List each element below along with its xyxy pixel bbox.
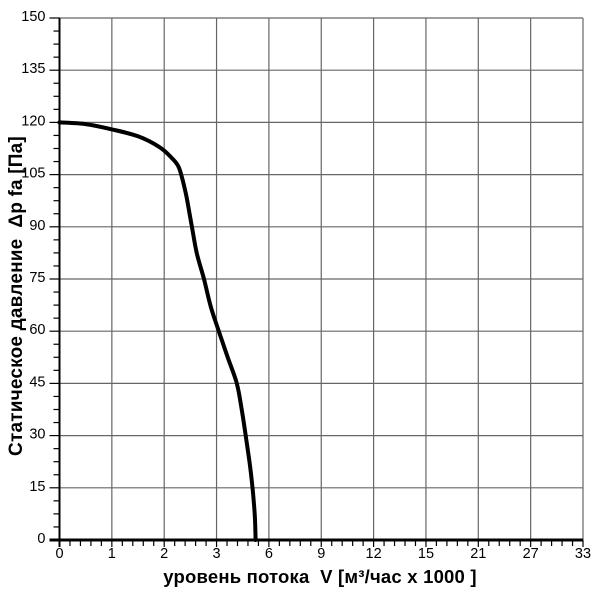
x-tick-label: 9 [317, 546, 325, 562]
gridlines [58, 17, 584, 541]
y-tick-label: 135 [21, 61, 45, 77]
y-tick-label: 60 [29, 322, 45, 338]
y-tick-label: 45 [29, 374, 45, 390]
y-tick-label: 105 [21, 166, 45, 182]
x-tick-label: 2 [160, 546, 168, 562]
y-tick-label: 90 [29, 218, 45, 234]
x-tick-label: 3 [213, 546, 221, 562]
pressure-curve [57, 120, 258, 542]
y-tick-label: 150 [21, 9, 45, 25]
x-tick-label: 15 [418, 546, 434, 562]
y-tick-label: 75 [29, 270, 45, 286]
x-tick-label: 12 [366, 546, 382, 562]
x-tick-label: 33 [575, 546, 591, 562]
x-tick-label: 0 [55, 546, 63, 562]
y-tick-label: 30 [29, 427, 45, 443]
x-tick-label: 1 [108, 546, 116, 562]
y-tick-label: 120 [21, 113, 45, 129]
axis-ticks [49, 17, 584, 547]
y-tick-label: 15 [29, 479, 45, 495]
x-axis-title: уровень потока V [м³/час x 1000 ] [163, 566, 477, 587]
y-tick-label: 0 [37, 531, 45, 547]
x-tick-label: 6 [265, 546, 273, 562]
x-tick-label: 21 [470, 546, 486, 562]
y-axis-title: Статическое давление Δp fa [Па] [6, 136, 27, 456]
x-tick-label: 27 [523, 546, 539, 562]
